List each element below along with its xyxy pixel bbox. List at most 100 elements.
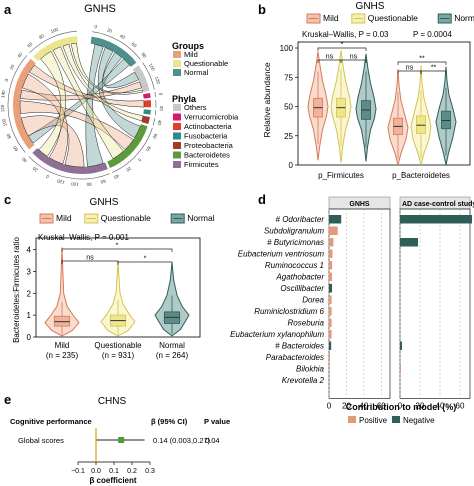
chord-segment-0 [90, 36, 137, 67]
panel-c-axes: 0 1 2 3 4 Mild(n = 235) Questionable(n = 931) N… [27, 237, 201, 360]
sig-bracket-b5 [420, 70, 447, 74]
chord-tick-arc-9 [29, 30, 77, 53]
phylum-swatch-firmicutes [173, 161, 181, 168]
chord-ribbon-9 [38, 50, 66, 157]
ring-tick-label: 20 [125, 166, 132, 173]
group-label-questionable: Questionable [184, 59, 228, 68]
taxon-label: Ruminococcus 1 [265, 261, 324, 270]
phylum-label-others: Others [184, 103, 207, 112]
panel-d-letter: d [258, 192, 266, 207]
ring-tick-label: 0 [45, 174, 50, 180]
phylum-label-firmicutes: Firmicutes [184, 160, 219, 169]
sig-bracket-b2-label: ns [350, 54, 358, 61]
x-category-label: Mild [55, 341, 70, 350]
panel-b-letter: b [258, 2, 266, 17]
bar-gnhs-11 [329, 341, 332, 350]
phylum-label-proteobacteria: Proteobacteria [184, 141, 234, 150]
chord-ribbon-4 [21, 115, 85, 168]
ring-tick-label: 60 [100, 179, 107, 185]
panel-d-xlabel: Contribution to model (%) [346, 402, 456, 412]
forest-tick-label: 0.3 [145, 468, 155, 475]
sig-bracket-c2-label: * [144, 256, 147, 263]
x-tick-label: 20 [342, 402, 351, 411]
forest-tick-label: 0.2 [127, 468, 137, 475]
row-p: 0.04 [205, 436, 220, 445]
x-category-label: p_Firmicutes [318, 171, 364, 180]
phylum-label-fusobacteria: Fusobacteria [184, 132, 228, 141]
y-tick-label: 1 [27, 311, 32, 320]
taxon-label: Agathobacter [275, 273, 324, 282]
ring-tick-label: 60 [26, 41, 33, 48]
ring-tick-label: 40 [17, 51, 24, 58]
group-swatch-normal [173, 69, 181, 76]
phylum-label-verrucomicrobia: Verrucomicrobia [184, 113, 239, 122]
col-beta-header: β (95% CI) [151, 417, 188, 426]
sig-bracket-c1-label: ns [86, 255, 94, 262]
panel-d-bars: GNHS AD case-control study 0 20 40 60 0 20 40 60 #… [230, 196, 474, 411]
ring-tick-label: 40 [21, 156, 28, 163]
ring-tick-label: 0 [4, 78, 10, 82]
legend-label-mild: Mild [323, 13, 339, 23]
row-beta: 0.14 (0.003,0.27) [153, 436, 211, 445]
legend-label-normal: Normal [187, 213, 215, 223]
y-tick-label: 4 [27, 246, 32, 255]
panel-b-title: GNHS [356, 1, 385, 12]
y-tick-label: 3 [27, 267, 32, 276]
chord-tick-arc-1 [142, 62, 155, 90]
x-tick-label: 0 [327, 402, 332, 411]
group-label-normal: Normal [184, 68, 209, 77]
panel-c-title: GNHS [90, 197, 119, 208]
panel-a-letter: a [4, 2, 12, 17]
chord-tick-arc-0 [92, 31, 141, 60]
taxon-label: Eubacterium ventriosum [238, 250, 325, 259]
chord-diagram: 0204060801001200204060800204060801001200… [0, 24, 164, 187]
x-category-n: (n = 235) [46, 351, 79, 360]
chord-ribbon-10 [52, 46, 124, 160]
chord-segment-2 [143, 93, 151, 99]
taxon-label: # Odoribacter [276, 215, 325, 224]
bar-gnhs-1 [329, 226, 338, 235]
x-tick-label: 60 [377, 402, 386, 411]
ring-tick-label: 0 [158, 93, 163, 97]
row-label: Global scores [18, 436, 64, 445]
chord-segment-5 [141, 115, 150, 125]
y-tick-label: 2 [27, 289, 32, 298]
ring-tick-label: 80 [86, 181, 92, 186]
bar-gnhs-9 [329, 318, 332, 327]
legend-label-mild: Mild [56, 213, 72, 223]
chord-segment-6 [107, 124, 148, 169]
x-tick-label: 20 [416, 402, 425, 411]
legend-label-questionable: Questionable [101, 213, 151, 223]
y-tick-label: 25 [284, 132, 293, 141]
panel-b-frame [297, 41, 471, 166]
phylum-swatch-actinobacteria [173, 123, 181, 130]
chord-tick-arc-7 [28, 156, 110, 180]
sig-bracket-b3 [317, 47, 367, 51]
facet-title-ad: AD case-control study [402, 201, 474, 208]
legend-negative-label: Negative [403, 416, 435, 425]
sig-bracket-c2 [117, 261, 173, 265]
x-category-n: (n = 931) [102, 351, 135, 360]
panel-c: c GNHS Mild Questionable Normal Kruskal–Wa… [4, 192, 215, 360]
ring-tick-label: 140 [0, 90, 6, 99]
group-swatch-questionable [173, 60, 181, 67]
panel-b-axes: 0 25 50 75 100 p_Firmicutes p_Bacteroidetes [280, 41, 471, 180]
panel-d: d GNHS AD case-control study 0 20 40 60 0 20 40 6… [230, 192, 474, 425]
ring-tick-label: 40 [119, 33, 126, 40]
chord-tick-arc-5 [152, 117, 156, 126]
chord-segment-1 [132, 65, 150, 93]
chord-segment-7 [32, 148, 108, 174]
chord-ribbon-2 [102, 52, 139, 89]
phylum-swatch-verrucomicrobia [173, 113, 181, 121]
x-tick-label: 40 [359, 402, 368, 411]
chord-ribbon-5 [19, 100, 134, 150]
sig-bracket-c3-label: * [116, 243, 119, 250]
col-p-header: P value [204, 417, 230, 426]
y-tick-label: 0 [27, 333, 32, 342]
chord-tick-arc-4 [154, 110, 157, 116]
ring-tick-label: 60 [152, 133, 159, 140]
sig-bracket-b3-label: * [341, 42, 344, 49]
point-estimate [118, 437, 125, 443]
phyla-legend-title: Phyla [172, 94, 197, 104]
bar-gnhs-8 [329, 307, 332, 316]
